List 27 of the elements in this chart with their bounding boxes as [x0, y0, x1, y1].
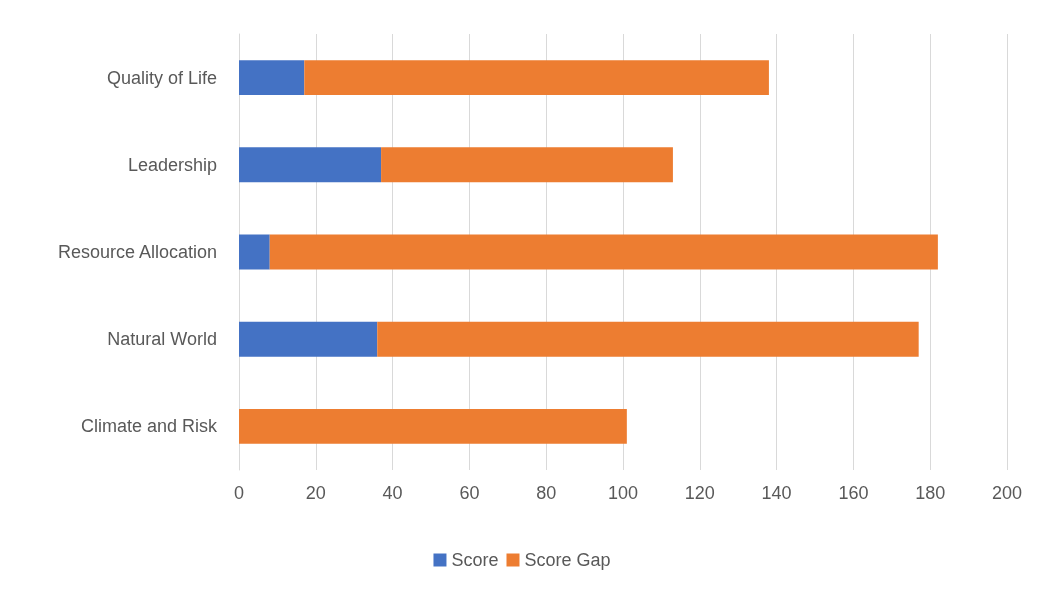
y-tick-label: Climate and Risk [80, 416, 218, 437]
bar [269, 234, 938, 270]
legend-label: Score Gap [524, 550, 611, 570]
bar [381, 147, 673, 183]
bar [304, 60, 769, 96]
bar [239, 234, 270, 270]
x-tick-label: 40 [382, 483, 403, 503]
y-tick-label: Leadership [127, 154, 217, 175]
x-tick-label: 100 [607, 483, 639, 503]
x-tick-label: 80 [536, 483, 557, 503]
y-tick-label: Quality of Life [106, 67, 217, 88]
x-tick-label: 140 [761, 483, 792, 503]
x-tick-label: 120 [684, 483, 715, 503]
bar [239, 147, 382, 183]
legend-label: Score [451, 550, 499, 570]
x-tick-label: 20 [305, 483, 326, 503]
x-tick-label: 200 [991, 483, 1023, 503]
bar [239, 321, 378, 357]
x-tick-label: 160 [838, 483, 869, 503]
y-tick-label: Natural World [107, 329, 217, 350]
x-tick-label: 180 [915, 483, 946, 503]
x-tick-label: 60 [459, 483, 480, 503]
y-tick-label: Resource Allocation [57, 242, 217, 262]
bar [239, 408, 627, 444]
x-tick-label: 0 [233, 483, 245, 503]
bar [239, 60, 305, 96]
bar [377, 321, 919, 357]
